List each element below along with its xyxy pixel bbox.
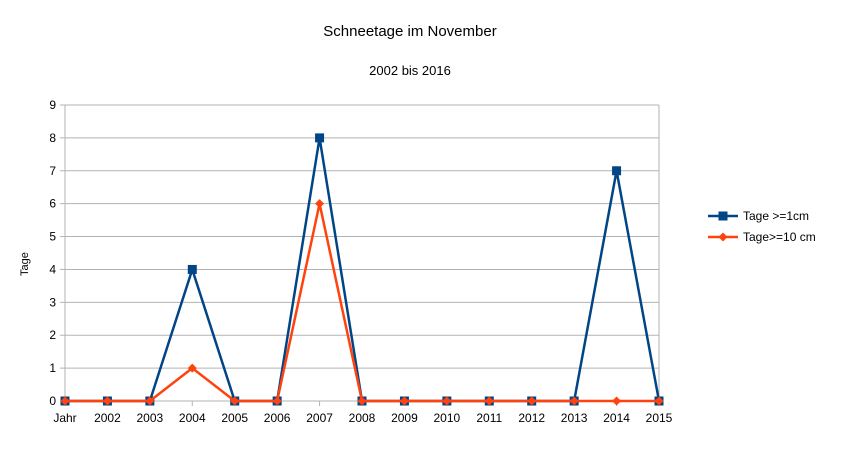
legend: Tage >=1cm Tage>=10 cm [708, 209, 816, 244]
data-point [399, 396, 409, 406]
y-tick-label: 2 [49, 328, 56, 342]
x-tick-label: 2006 [264, 411, 291, 425]
axes [60, 104, 660, 406]
legend-marker [718, 211, 728, 221]
x-tick-label: 2005 [221, 411, 248, 425]
y-tick-label: 3 [49, 295, 56, 309]
data-point [102, 396, 112, 406]
x-tick-label: 2011 [476, 411, 502, 425]
data-point [357, 396, 367, 406]
data-point [654, 396, 664, 406]
y-tick-label: 1 [49, 361, 56, 375]
tick-labels: 0 1 2 3 4 5 6 7 8 9 Jahr 2002 2003 2004 2005 2006 2007 20… [49, 98, 672, 425]
y-tick-label: 4 [49, 262, 56, 276]
chart-subtitle: 2002 bis 2016 [369, 63, 451, 78]
data-point [527, 396, 537, 406]
gridlines [65, 104, 659, 402]
legend-item-2: Tage>=10 cm [708, 230, 816, 244]
y-axis-label: Tage [19, 252, 31, 276]
data-point [569, 396, 579, 406]
x-tick-label: 2008 [349, 411, 376, 425]
data-point [60, 396, 70, 406]
y-tick-label: 8 [49, 131, 56, 145]
series-layer [60, 133, 664, 406]
x-tick-label: 2007 [306, 411, 333, 425]
legend-item-1: Tage >=1cm [708, 209, 809, 223]
chart-title: Schneetage im November [323, 23, 496, 40]
x-tick-label: 2004 [179, 411, 206, 425]
x-tick-label: 2009 [391, 411, 418, 425]
data-point [442, 396, 452, 406]
x-tick-label: 2013 [561, 411, 588, 425]
series-2 [60, 199, 664, 406]
y-tick-label: 6 [49, 197, 56, 211]
data-point [612, 166, 622, 176]
y-tick-label: 7 [49, 164, 56, 178]
data-point [272, 396, 282, 406]
x-tick-label: 2010 [434, 411, 461, 425]
data-point [484, 396, 494, 406]
data-point [315, 199, 325, 209]
data-point [230, 396, 240, 406]
x-tick-label: 2003 [137, 411, 164, 425]
data-point [187, 264, 197, 274]
y-tick-label: 5 [49, 230, 56, 244]
data-point [145, 396, 155, 406]
x-tick-label: Jahr [53, 411, 76, 425]
data-point [612, 396, 622, 406]
data-point [315, 133, 325, 143]
data-point [187, 363, 197, 373]
x-tick-label: 2002 [94, 411, 121, 425]
x-tick-label: 2014 [603, 411, 630, 425]
y-tick-label: 0 [49, 394, 56, 408]
y-tick-label: 9 [49, 98, 56, 112]
x-tick-label: 2015 [646, 411, 673, 425]
x-tick-label: 2012 [518, 411, 545, 425]
legend-label: Tage >=1cm [743, 209, 809, 223]
legend-marker [718, 232, 728, 242]
legend-label: Tage>=10 cm [743, 230, 816, 244]
